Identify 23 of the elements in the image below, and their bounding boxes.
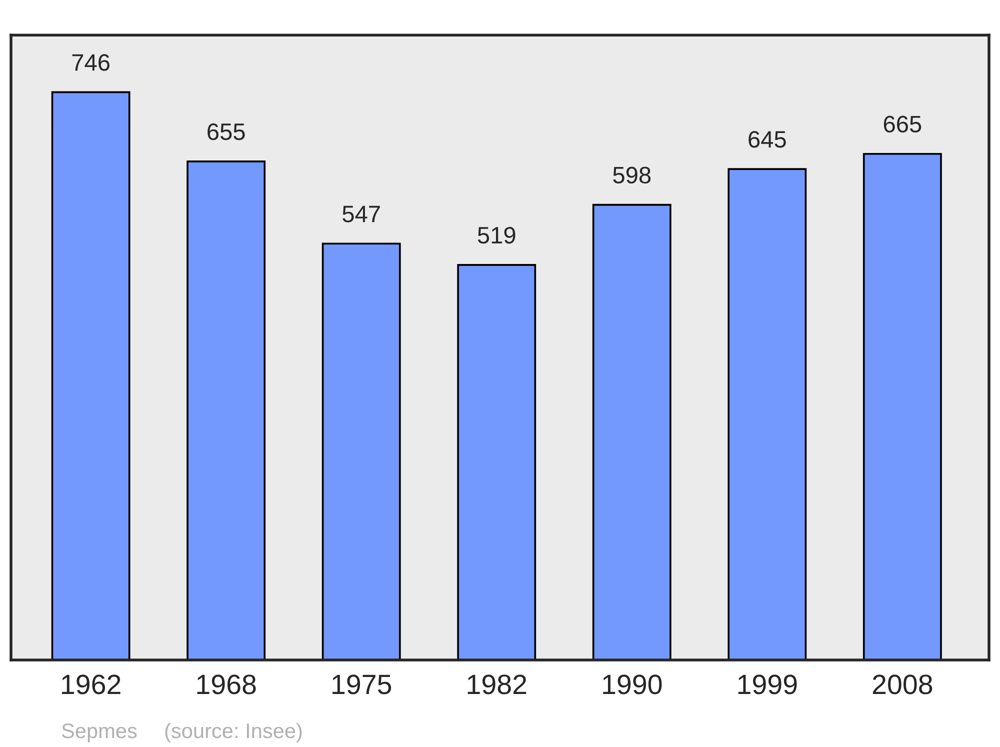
x-tick-label: 1999 — [738, 674, 797, 694]
x-tick-label: 1982 — [468, 674, 526, 694]
bar — [728, 168, 807, 660]
data-label: 645 — [748, 131, 786, 148]
bar — [186, 160, 266, 660]
x-tick-label: 1975 — [332, 674, 392, 694]
data-label: 665 — [884, 116, 922, 133]
x-tick-label: 1968 — [197, 674, 256, 694]
bar — [457, 264, 536, 660]
text: Sepmes — [62, 723, 137, 742]
data-label: 547 — [342, 206, 380, 222]
bar — [51, 91, 130, 660]
x-tick-label: 1962 — [62, 674, 120, 694]
data-label: 655 — [208, 123, 245, 140]
data-label: 519 — [478, 226, 516, 244]
data-label: 598 — [613, 166, 651, 184]
x-tick-label: 2008 — [872, 674, 932, 694]
bar — [592, 204, 672, 660]
bar — [322, 242, 401, 660]
text: (source: Insee) — [165, 722, 302, 742]
bar — [862, 152, 942, 660]
x-tick-label: 1990 — [603, 674, 662, 694]
data-label: 746 — [72, 54, 110, 71]
